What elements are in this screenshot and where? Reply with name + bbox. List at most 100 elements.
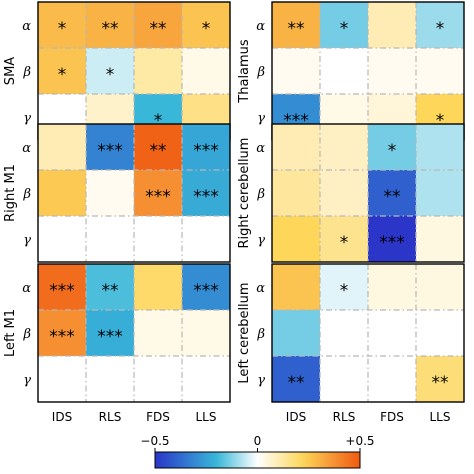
heatmap-cell (272, 48, 320, 94)
row-label: α (256, 281, 265, 296)
heatmap-cell (320, 48, 368, 94)
significance-stars: *** (145, 187, 171, 207)
heatmap-cell (368, 310, 416, 356)
heatmap-cell (38, 356, 86, 402)
column-label: LLS (196, 410, 217, 424)
significance-stars: * (388, 141, 397, 161)
significance-stars: * (106, 65, 115, 85)
significance-stars: * (340, 19, 349, 39)
column-label: FDS (146, 410, 170, 424)
heatmap-cell (416, 356, 464, 402)
panel-frame (37, 123, 231, 263)
significance-stars: ** (102, 19, 119, 39)
row-label: γ (257, 233, 265, 248)
heatmap-cell (134, 170, 182, 216)
row-label: β (256, 65, 265, 80)
heatmap-cell (38, 124, 86, 170)
colorbar (154, 451, 361, 469)
heatmap-cell (182, 124, 230, 170)
row-label: α (22, 141, 31, 156)
heatmap-cell (272, 356, 320, 402)
panel-frame (37, 263, 231, 403)
significance-stars: ** (102, 281, 119, 301)
row-label: β (22, 187, 31, 202)
heatmap-cell (86, 356, 134, 402)
heatmap-cell (38, 170, 86, 216)
column-label: RLS (333, 410, 356, 424)
heatmap-cell (320, 2, 368, 48)
heatmap-cell (272, 216, 320, 262)
heatmap-cell (320, 216, 368, 262)
heatmap-cell (134, 124, 182, 170)
column-label: IDS (286, 410, 306, 424)
heatmap-cell (182, 310, 230, 356)
panel-frame (271, 123, 465, 263)
significance-stars: * (436, 19, 445, 39)
significance-stars: * (436, 111, 445, 131)
row-label: β (22, 327, 31, 342)
heatmap-cell (86, 264, 134, 310)
heatmap-cell (320, 170, 368, 216)
panel-label: Left M1 (3, 309, 18, 357)
significance-stars: ** (150, 19, 167, 39)
significance-stars: *** (97, 141, 123, 161)
heatmap-cell (134, 310, 182, 356)
row-label: α (22, 19, 31, 34)
heatmap-cell (320, 124, 368, 170)
panel-frame (271, 263, 465, 403)
heatmap-cell (86, 310, 134, 356)
heatmap-cell (368, 264, 416, 310)
significance-stars: *** (379, 233, 405, 253)
heatmap-cell (134, 264, 182, 310)
heatmap-cell (416, 124, 464, 170)
heatmap-cell (368, 216, 416, 262)
significance-stars: *** (49, 281, 75, 301)
panel-label: Thalamus (237, 39, 252, 104)
heatmap-cell (416, 2, 464, 48)
heatmap-cell (416, 48, 464, 94)
heatmap-cell (38, 48, 86, 94)
significance-stars: * (202, 19, 211, 39)
panel-label: Left cerebellum (237, 282, 252, 383)
significance-stars: *** (97, 327, 123, 347)
colorbar-tick-label: +0.5 (345, 434, 374, 448)
row-label: γ (23, 111, 31, 126)
panel-label: Right M1 (3, 164, 18, 222)
heatmap-cell (368, 2, 416, 48)
heatmap-cell (182, 264, 230, 310)
heatmap-cell (272, 264, 320, 310)
significance-stars: * (58, 19, 67, 39)
significance-stars: *** (193, 141, 219, 161)
column-label: LLS (430, 410, 451, 424)
row-label: γ (23, 233, 31, 248)
heatmap-cell (320, 356, 368, 402)
heatmap-cell (38, 216, 86, 262)
heatmap-cell (134, 48, 182, 94)
heatmap-cell (320, 310, 368, 356)
heatmap-cell (272, 2, 320, 48)
row-label: γ (257, 111, 265, 126)
heatmap-cell (368, 48, 416, 94)
row-label: β (256, 327, 265, 342)
heatmap-cell (416, 310, 464, 356)
row-label: γ (23, 373, 31, 388)
heatmap-cell (134, 216, 182, 262)
heatmap-cell (38, 2, 86, 48)
heatmap-cell (416, 264, 464, 310)
heatmap-cell (368, 356, 416, 402)
heatmap-cell (86, 170, 134, 216)
panel-label: Right cerebellum (237, 138, 252, 249)
colorbar-tick-label: −0.5 (140, 434, 169, 448)
heatmap-cell (416, 170, 464, 216)
heatmap-cell (182, 216, 230, 262)
significance-stars: *** (193, 187, 219, 207)
heatmap-cell (368, 124, 416, 170)
panel-label: SMA (3, 57, 18, 85)
heatmap-cell (182, 356, 230, 402)
significance-stars: ** (288, 19, 305, 39)
row-label: α (22, 281, 31, 296)
row-label: β (256, 187, 265, 202)
heatmap-cell (182, 48, 230, 94)
heatmap-cell (38, 264, 86, 310)
significance-stars: *** (49, 327, 75, 347)
